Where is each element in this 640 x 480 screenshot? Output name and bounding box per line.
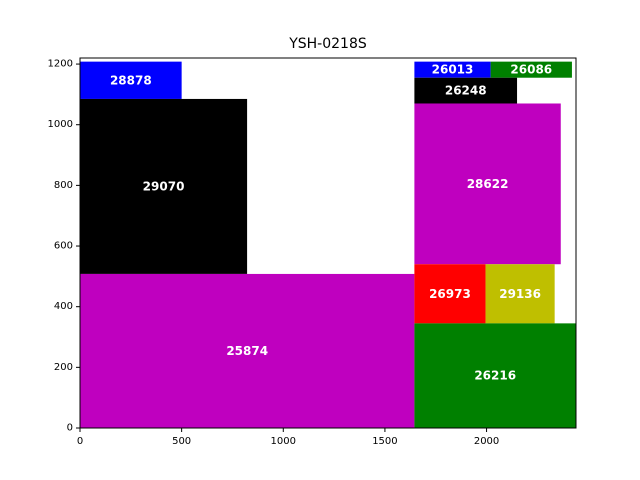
axes-layer: 0 500 1000 1500 2000 0 200 400 600 800 1000 1200 (48, 57, 577, 447)
rect-label-29136: 29136 (499, 287, 541, 301)
treemap-rect-26013 (414, 61, 491, 78)
plot-frame (79, 57, 577, 429)
x-tick-label: 1500 (372, 436, 397, 447)
treemap-rect-25874 (80, 273, 415, 428)
rect-label-26086: 26086 (510, 63, 552, 77)
rects-layer: 28878 29070 25874 26013 26086 26248 28622 26973… (80, 61, 576, 428)
rect-label-26216: 26216 (474, 369, 516, 383)
chart-title: YSH-0218S (288, 36, 367, 52)
y-tick-label: 800 (54, 180, 73, 191)
rect-label-29070: 29070 (143, 179, 185, 193)
y-tick-label: 200 (54, 362, 73, 373)
x-tick-label: 0 (77, 436, 83, 447)
y-tick-label: 1000 (48, 119, 73, 130)
treemap-rect-26086 (490, 61, 572, 78)
treemap-rect-28878 (80, 61, 182, 99)
x-tick-label: 1000 (271, 436, 296, 447)
treemap-rect-26248 (414, 77, 518, 104)
rect-label-26973: 26973 (429, 287, 471, 301)
rect-label-28878: 28878 (110, 73, 152, 87)
treemap-rect-29070 (80, 98, 248, 274)
y-tick-label: 400 (54, 301, 73, 312)
treemap-rect-28622 (414, 103, 561, 265)
rect-label-26248: 26248 (445, 84, 487, 98)
y-tick-label: 0 (67, 423, 73, 434)
treemap-rect-29136 (485, 264, 555, 324)
treemap-rect-26973 (414, 264, 486, 324)
rect-label-28622: 28622 (467, 177, 509, 191)
rect-label-26013: 26013 (432, 63, 474, 77)
treemap-rect-26216 (414, 323, 576, 428)
y-tick-label: 600 (54, 241, 73, 252)
y-tick-label: 1200 (48, 59, 73, 70)
rect-label-25874: 25874 (226, 344, 268, 358)
x-tick-label: 500 (172, 436, 191, 447)
x-tick-label: 2000 (474, 436, 499, 447)
